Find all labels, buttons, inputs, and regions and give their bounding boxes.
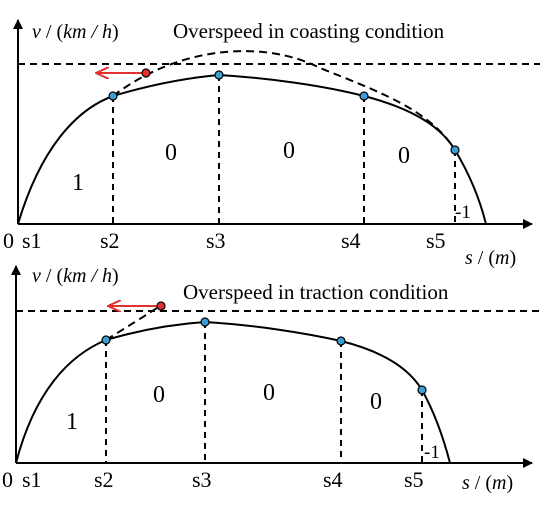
switch-point-s4 [336,336,346,346]
station-label-s3: s3 [192,467,212,492]
region-label-4: 0 [398,143,410,169]
switch-point-s2 [108,91,118,101]
origin-label: 0 [2,467,13,492]
overspeed-dashed-curve [112,50,456,151]
region-label-1: 1 [72,170,84,196]
panel-coasting: v / (km / h) Overspeed in coasting condi… [3,19,540,269]
origin-label: 0 [3,228,14,253]
region-label-5: -1 [455,202,471,223]
switch-point-s3 [200,317,210,327]
station-label-s5: s5 [404,467,424,492]
panel-traction: v / (km / h) Overspeed in traction condi… [2,265,540,494]
switch-point-s5 [417,385,427,395]
station-label-s2: s2 [94,467,114,492]
station-label-s3: s3 [206,228,226,253]
station-label-s1: s1 [22,467,42,492]
station-label-s2: s2 [100,228,120,253]
chart-title: Overspeed in traction condition [183,280,449,304]
station-label-s4: s4 [323,467,343,492]
region-label-1: 1 [66,409,78,435]
switch-point-s2 [101,335,111,345]
overspeed-point [156,301,166,311]
y-axis-label: v / (km / h) [32,265,119,287]
region-label-3: 0 [263,380,275,406]
speed-curve [15,320,451,464]
overspeed-dashed-curve [105,305,161,341]
region-label-4: 0 [370,389,382,415]
station-label-s5: s5 [426,228,446,253]
x-axis-label: s / (m) [465,247,516,269]
y-axis-label: v / (km / h) [32,21,119,43]
station-label-s4: s4 [341,228,361,253]
switch-point-s4 [359,91,369,101]
region-label-5: -1 [424,442,440,463]
overspeed-point [141,68,151,78]
station-label-s1: s1 [22,228,42,253]
switch-point-s3 [214,70,224,80]
x-axis-label: s / (m) [462,472,513,494]
region-label-2: 0 [153,382,165,408]
chart-title: Overspeed in coasting condition [173,19,445,43]
region-label-3: 0 [283,138,295,164]
switch-point-s5 [450,145,460,155]
speed-curve [17,73,487,225]
region-label-2: 0 [165,140,177,166]
